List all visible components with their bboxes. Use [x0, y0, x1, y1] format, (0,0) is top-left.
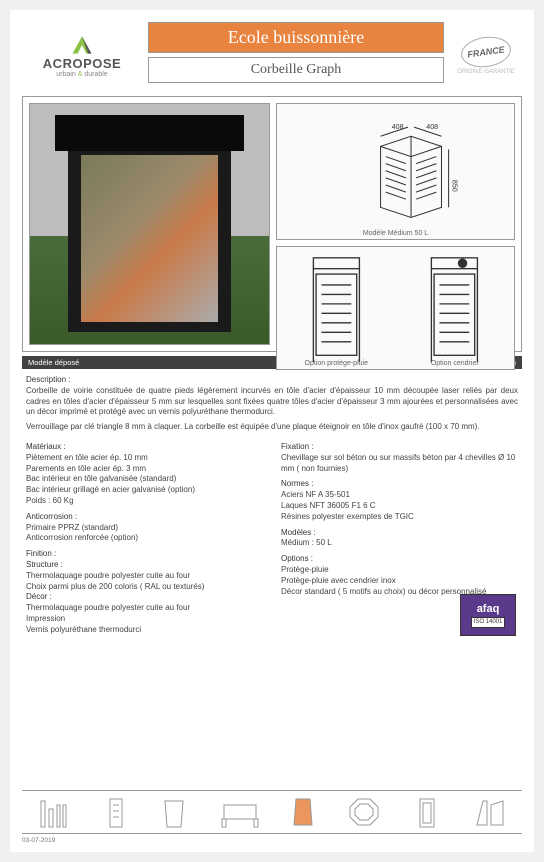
- afaq-cert: afaq ISO 14001: [460, 594, 516, 636]
- revision-date: 03-07-2019: [22, 837, 522, 844]
- shape-3-icon: [159, 795, 189, 829]
- logo-icon: [69, 34, 95, 56]
- options-label: Options :: [281, 554, 518, 565]
- modeles-label: Modèles :: [281, 528, 518, 539]
- op-0: Protège-pluie: [281, 565, 518, 576]
- brand-logo: ACROPOSE urbain & durable: [22, 22, 142, 90]
- decor-label: Décor :: [26, 592, 263, 603]
- footer: 03-07-2019: [22, 790, 522, 844]
- iso-drawing-icon: 408 408 850: [301, 121, 491, 223]
- technical-drawings: 408 408 850 Modèle Médium 50 L: [276, 103, 515, 345]
- st-0: Thermolaquage poudre polyester cuite au …: [26, 571, 263, 582]
- collection-title: Ecole buissonnière: [148, 22, 444, 53]
- description-text-2: Verrouillage par clé triangle 8 mm à cla…: [26, 422, 518, 433]
- product-silhouettes: [22, 790, 522, 834]
- nm-1: Laques NFT 36005 F1 6 C: [281, 501, 518, 512]
- struct-label: Structure :: [26, 560, 263, 571]
- dim-h: 850: [450, 180, 458, 192]
- dc-0: Thermolaquage poudre polyester cuite au …: [26, 603, 263, 614]
- stamp-sub: ORIGINE GARANTIE: [457, 69, 515, 75]
- product-photo: [29, 103, 270, 345]
- drawing-options: Option protège-pluie: [276, 246, 515, 370]
- origin-stamps: FRANCE ORIGINE GARANTIE: [450, 22, 522, 90]
- mat-0: Piètement en tôle acier ép. 10 mm: [26, 453, 263, 464]
- mat-1: Parements en tôle acier ép. 3 mm: [26, 464, 263, 475]
- shape-2-icon: [104, 795, 128, 829]
- brand-tagline: urbain & durable: [56, 71, 107, 78]
- shape-5-icon: [290, 795, 316, 829]
- normes-label: Normes :: [281, 479, 518, 490]
- dc-2: Vernis polyuréthane thermodurci: [26, 625, 263, 636]
- spec-columns: Matériaux : Piètement en tôle acier ép. …: [26, 437, 518, 636]
- header: ACROPOSE urbain & durable Ecole buissonn…: [22, 22, 522, 90]
- nm-0: Aciers NF A 35-501: [281, 490, 518, 501]
- option-b-drawing: Option cendrier: [396, 247, 515, 369]
- ashtray-icon: [407, 247, 502, 369]
- spec-sheet: ACROPOSE urbain & durable Ecole buissonn…: [10, 10, 534, 852]
- cert-name: afaq: [477, 602, 500, 617]
- cert-iso: ISO 14001: [471, 617, 506, 627]
- title-column: Ecole buissonnière Corbeille Graph: [148, 22, 444, 90]
- ac-1: Anticorrosion renforcée (option): [26, 533, 263, 544]
- shape-7-icon: [412, 795, 442, 829]
- option-a-label: Option protège-pluie: [277, 360, 396, 367]
- specifications: Description : Corbeille de voirie consti…: [22, 373, 522, 638]
- description-text: Corbeille de voirie constituée de quatre…: [26, 386, 518, 418]
- bin-mock: [68, 135, 231, 332]
- dc-1: Impression: [26, 614, 263, 625]
- dim-d: 408: [426, 123, 438, 131]
- left-column: Matériaux : Piètement en tôle acier ép. …: [26, 437, 263, 636]
- drawing-top-label: Modèle Médium 50 L: [277, 230, 514, 237]
- option-b-label: Option cendrier: [396, 360, 515, 367]
- brand-name: ACROPOSE: [43, 56, 121, 71]
- fixation-label: Fixation :: [281, 442, 518, 453]
- band-left: Modèle déposé: [28, 358, 79, 367]
- shape-6-icon: [347, 795, 381, 829]
- desc-label: Description :: [26, 375, 518, 386]
- finition-label: Finition :: [26, 549, 263, 560]
- shape-8-icon: [473, 795, 507, 829]
- shape-4-icon: [220, 795, 260, 829]
- shape-1-icon: [37, 795, 73, 829]
- ac-0: Primaire PPRZ (standard): [26, 523, 263, 534]
- images-panel: 408 408 850 Modèle Médium 50 L: [22, 96, 522, 352]
- st-1: Choix parmi plus de 200 coloris ( RAL ou…: [26, 582, 263, 593]
- mat-4: Poids : 60 Kg: [26, 496, 263, 507]
- france-stamp: FRANCE: [459, 34, 513, 71]
- fx-0: Chevillage sur sol béton ou sur massifs …: [281, 453, 518, 475]
- op-1: Protège-pluie avec cendrier inox: [281, 576, 518, 587]
- nm-2: Résines polyester exemptes de TGIC: [281, 512, 518, 523]
- anticorr-label: Anticorrosion :: [26, 512, 263, 523]
- md-0: Médium : 50 L: [281, 538, 518, 549]
- rain-cover-icon: [289, 247, 384, 369]
- option-a-drawing: Option protège-pluie: [277, 247, 396, 369]
- dim-w: 408: [391, 123, 403, 131]
- mat-2: Bac intérieur en tôle galvanisée (standa…: [26, 474, 263, 485]
- product-name: Corbeille Graph: [148, 57, 444, 83]
- materials-label: Matériaux :: [26, 442, 263, 453]
- drawing-dimensions: 408 408 850 Modèle Médium 50 L: [276, 103, 515, 240]
- mat-3: Bac intérieur grillagé en acier galvanis…: [26, 485, 263, 496]
